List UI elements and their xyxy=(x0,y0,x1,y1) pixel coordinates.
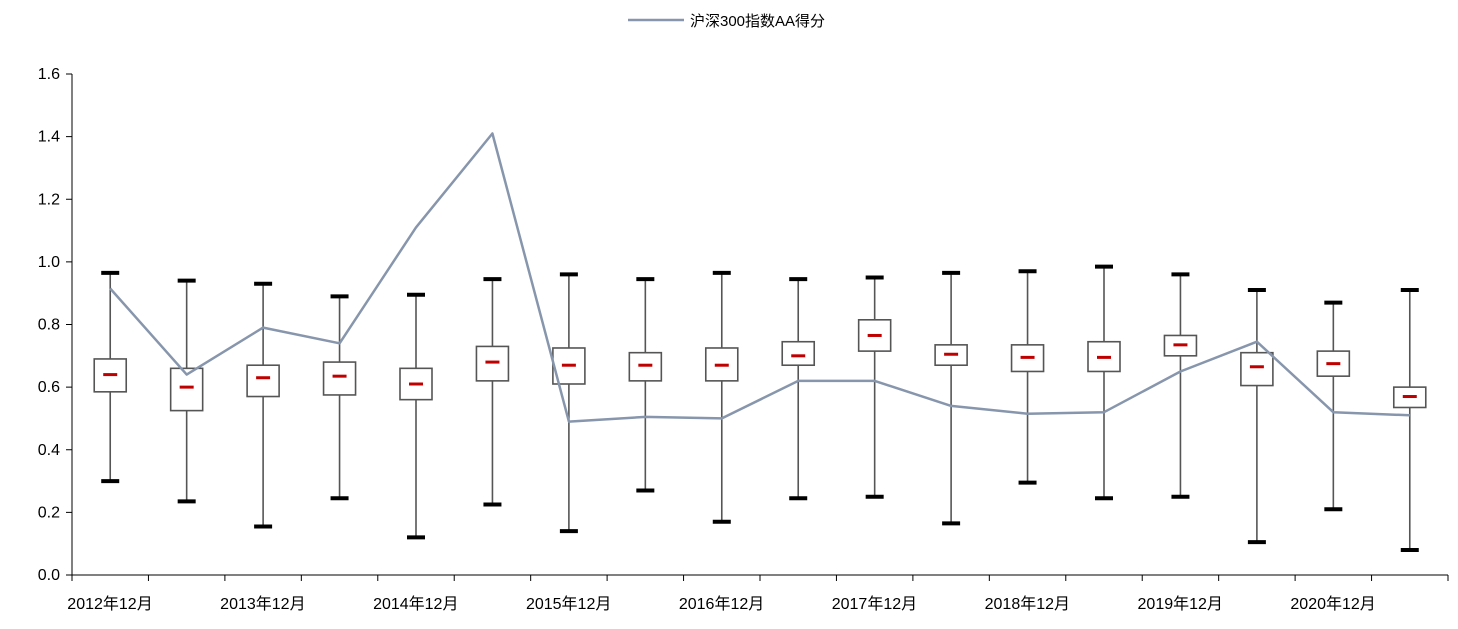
series-line xyxy=(109,132,1410,423)
box-iqr xyxy=(475,345,510,382)
x-tick-label: 2013年12月 xyxy=(220,595,305,613)
box-item xyxy=(857,275,892,499)
series-line-group xyxy=(109,132,1410,423)
legend: 沪深300指数AA得分 xyxy=(628,13,825,30)
box-item xyxy=(781,277,816,501)
x-tick-label: 2020年12月 xyxy=(1290,595,1375,613)
y-tick-label: 0.6 xyxy=(38,379,60,396)
y-tick-label: 1.4 xyxy=(38,129,60,146)
box-iqr xyxy=(781,340,816,367)
box-item xyxy=(704,270,739,524)
box-item xyxy=(93,270,128,484)
box-item xyxy=(1316,300,1351,512)
x-tick-label: 2019年12月 xyxy=(1138,595,1223,613)
box-item xyxy=(1010,269,1045,485)
x-tick-label: 2017年12月 xyxy=(832,595,917,613)
box-item xyxy=(322,294,357,501)
y-tick-label: 1.2 xyxy=(38,191,60,208)
box-item xyxy=(552,272,586,534)
box-iqr xyxy=(322,361,357,396)
box-item xyxy=(628,277,663,493)
box-item xyxy=(1392,288,1427,552)
box-item xyxy=(1163,272,1198,499)
box-item xyxy=(169,278,204,504)
axes: 0.0 0.2 0.4 0.6 0.8 1.0 1.2 1.4 1.6 2012年12月 2013年… xyxy=(38,66,1449,613)
box-item xyxy=(1240,288,1274,545)
y-tick-label: 1.0 xyxy=(38,254,60,271)
y-tick-label: 0.8 xyxy=(38,317,60,334)
box-item xyxy=(399,292,433,540)
x-tick-label: 2012年12月 xyxy=(67,595,152,613)
x-tick-label: 2018年12月 xyxy=(985,595,1070,613)
box-item xyxy=(934,270,968,526)
box-iqr xyxy=(1240,351,1274,387)
y-tick-label: 0.2 xyxy=(38,504,60,521)
x-tick-label: 2016年12月 xyxy=(679,595,764,613)
y-tick-label: 1.6 xyxy=(38,66,60,83)
box-item xyxy=(1087,264,1121,501)
y-tick-label: 0.4 xyxy=(38,442,60,459)
legend-label: 沪深300指数AA得分 xyxy=(690,13,825,30)
box-item xyxy=(246,281,280,529)
box-iqr xyxy=(628,351,663,382)
x-tick-label: 2015年12月 xyxy=(526,595,611,613)
box-iqr xyxy=(1316,350,1351,377)
box-item xyxy=(475,277,510,507)
box-iqr xyxy=(246,364,280,398)
y-tick-label: 0.0 xyxy=(38,567,60,584)
boxes xyxy=(93,264,1427,552)
x-tick-label: 2014年12月 xyxy=(373,595,458,613)
